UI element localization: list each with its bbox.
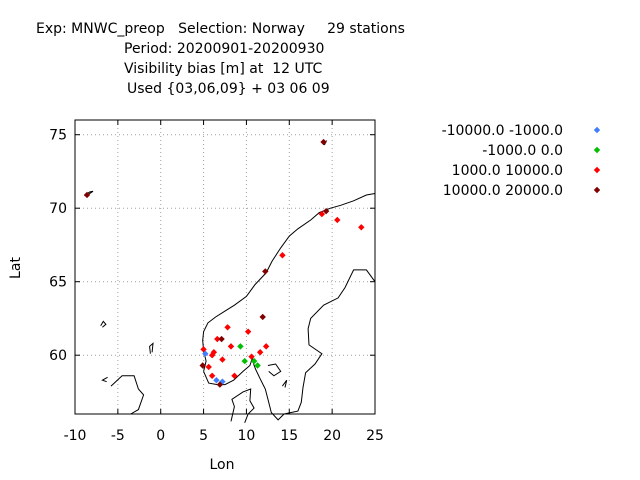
x-tick-label: 5	[199, 428, 208, 444]
grid-lines	[75, 120, 375, 414]
x-axis-label: Lon	[210, 457, 235, 473]
x-tick-label: 10	[238, 428, 256, 444]
data-point-series-3	[334, 217, 340, 223]
data-point-series-3	[358, 224, 364, 230]
legend: -10000.0 -1000.0 -1000.0 0.0 1000.0 10000.…	[442, 123, 601, 199]
data-point-series-4	[218, 336, 224, 342]
coastline-segment	[150, 343, 153, 353]
data-point-series-3	[228, 343, 234, 349]
x-tick-label: 20	[323, 428, 341, 444]
x-tick-label: -5	[111, 428, 125, 444]
coastline-segment	[282, 380, 286, 387]
legend-label: -10000.0 -1000.0	[442, 123, 563, 139]
x-tick-label: 0	[156, 428, 165, 444]
data-point-series-3	[263, 343, 269, 349]
data-point-series-1	[213, 377, 219, 383]
data-point-series-2	[237, 343, 243, 349]
plot-frame	[75, 120, 375, 414]
legend-label: -1000.0 0.0	[482, 143, 563, 159]
legend-label: 10000.0 20000.0	[443, 183, 563, 199]
x-tick-label: 15	[280, 428, 298, 444]
coastline-segment	[102, 377, 107, 381]
x-tick-label: 25	[366, 428, 384, 444]
data-point-series-2	[242, 358, 248, 364]
data-point-series-4	[260, 314, 266, 320]
coastline-segment	[101, 321, 106, 327]
x-tick-label: -10	[64, 428, 87, 444]
data-point-series-3	[219, 356, 225, 362]
data-points	[84, 139, 365, 388]
y-tick-label: 75	[49, 128, 67, 144]
data-point-series-3	[206, 364, 212, 370]
y-tick-label: 60	[49, 348, 67, 364]
y-tick-label: 65	[49, 275, 67, 291]
legend-marker	[594, 127, 600, 133]
data-point-series-3	[245, 328, 251, 334]
legend-marker	[594, 147, 600, 153]
legend-marker	[594, 167, 600, 173]
y-axis-label: Lat	[8, 257, 24, 279]
data-point-series-3	[209, 373, 215, 379]
data-point-series-3	[257, 349, 263, 355]
coastline-segment	[268, 364, 281, 376]
legend-marker	[594, 187, 600, 193]
data-point-series-3	[231, 373, 237, 379]
coastline-segment	[111, 376, 144, 414]
data-point-series-3	[279, 252, 285, 258]
data-point-series-3	[224, 324, 230, 330]
data-point-series-4	[320, 139, 326, 145]
coastline-segment	[231, 389, 254, 423]
y-tick-label: 70	[49, 201, 67, 217]
legend-label: 1000.0 10000.0	[452, 163, 563, 179]
